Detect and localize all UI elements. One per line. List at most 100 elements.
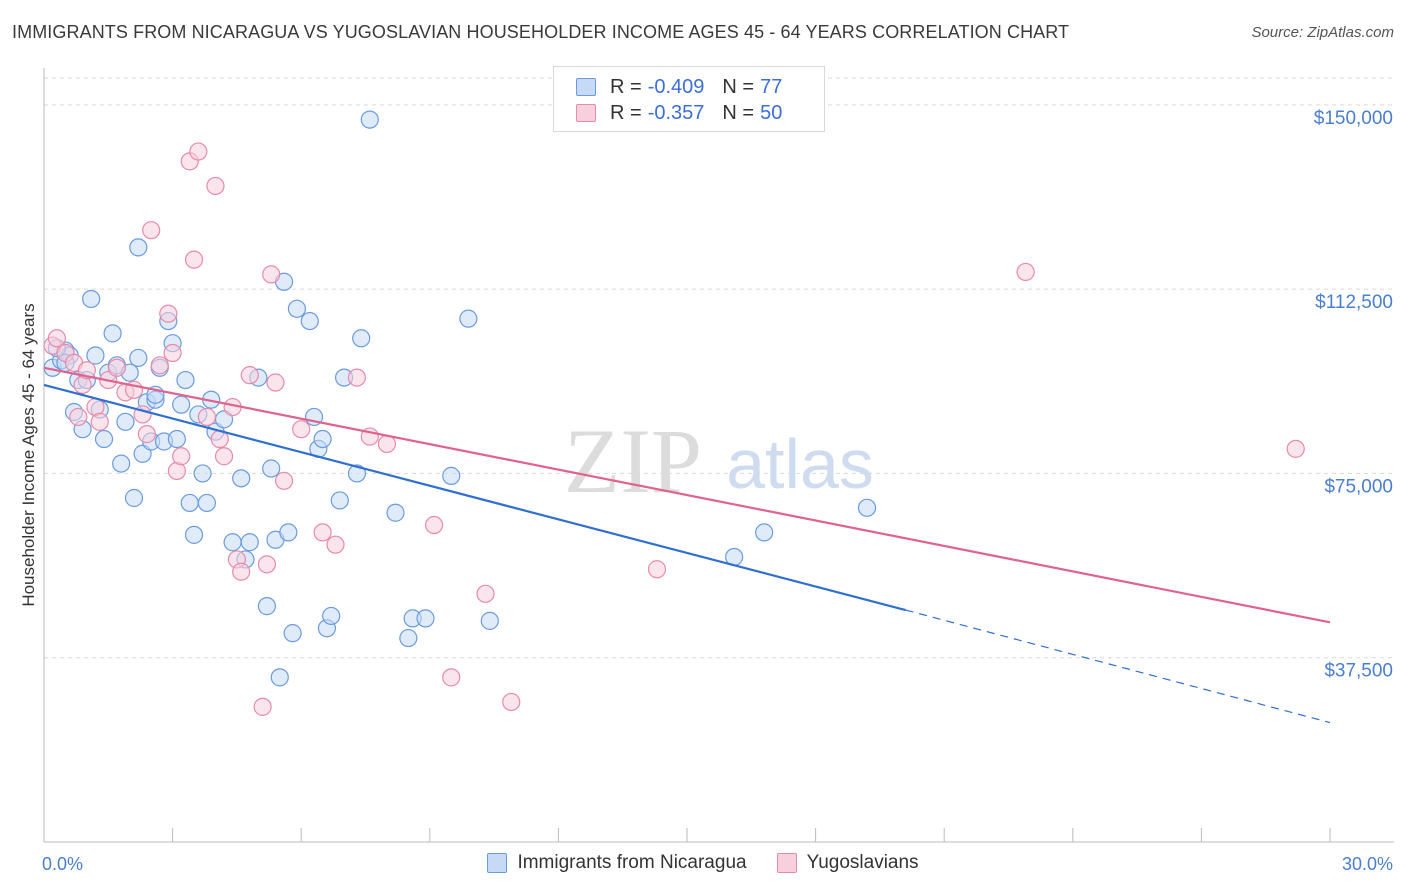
point-yugoslavian [313,523,332,542]
point-nicaragua [129,238,148,257]
point-yugoslavian [253,697,272,716]
trend-line-nicaragua-extension [905,609,1331,724]
trend-line-nicaragua [43,383,906,612]
chart-title: IMMIGRANTS FROM NICARAGUA VS YUGOSLAVIAN… [12,22,1070,42]
point-nicaragua [459,309,478,328]
point-nicaragua [232,469,251,488]
point-nicaragua [129,348,148,368]
legend-swatch-yugoslavian [576,104,596,122]
axes [43,68,1394,843]
point-nicaragua [240,533,259,552]
series-nicaragua-points [43,110,877,687]
point-nicaragua [755,523,774,542]
point-nicaragua [416,609,435,628]
point-nicaragua [124,488,144,508]
point-yugoslavian [197,407,216,427]
y-tick-label: $37,500 [1324,661,1393,682]
point-yugoslavian [1016,262,1035,282]
point-yugoslavian [377,434,397,454]
y-tick-label: $112,500 [1315,292,1393,313]
point-nicaragua [857,498,877,517]
legend-row-yugoslavian: R = -0.357 N = 50 [576,101,782,125]
point-nicaragua [193,464,212,483]
point-yugoslavian [476,584,495,603]
point-nicaragua [287,299,307,318]
stats-legend: R = -0.409 N = 77 R = -0.357 N = 50 [553,66,825,132]
point-yugoslavian [159,304,178,323]
point-nicaragua [352,329,371,348]
legend-n-label: N = [722,101,755,124]
watermark-zip: ZIP [564,410,702,512]
legend-label-yugoslavian: Yugoslavians [806,852,919,873]
legend-r-label: R = [610,101,642,124]
point-nicaragua [257,597,277,616]
point-nicaragua [133,444,152,463]
watermark: ZIP atlas [564,410,874,512]
series-yugoslavian-points [43,142,1305,716]
legend-n-value: 77 [760,75,783,98]
y-tick-label: $75,000 [1324,476,1393,497]
legend-item-nicaragua: Immigrants from Nicaragua [487,852,747,874]
point-nicaragua [330,491,349,510]
point-nicaragua [262,459,281,478]
point-nicaragua [322,606,341,626]
point-yugoslavian [274,471,294,490]
point-yugoslavian [214,447,234,466]
point-yugoslavian [232,562,251,581]
point-nicaragua [116,412,135,431]
trend-line-yugoslavian [43,366,1331,624]
point-nicaragua [197,493,216,513]
point-yugoslavian [107,358,126,377]
point-yugoslavian [424,515,444,535]
trend-lines [43,366,1331,724]
point-nicaragua [399,628,418,648]
point-yugoslavian [442,668,461,687]
point-yugoslavian [206,176,225,196]
y-axis-label: Householder Income Ages 45 - 64 years [19,303,38,606]
legend-r-label: R = [610,75,642,98]
legend-label-nicaragua: Immigrants from Nicaragua [517,852,747,873]
point-yugoslavian [47,329,66,348]
series-legend: Immigrants from Nicaragua Yugoslavians [0,852,1406,874]
point-nicaragua [313,429,332,449]
point-yugoslavian [347,368,367,387]
point-nicaragua [386,503,405,522]
point-nicaragua [480,611,499,630]
point-nicaragua [300,311,319,331]
point-yugoslavian [69,407,88,427]
legend-n-label: N = [722,75,755,98]
point-yugoslavian [1286,439,1305,458]
y-tick-labels: $37,500 $75,000 $112,500 $150,000 [1314,108,1393,682]
legend-swatch-yugoslavian [776,853,797,873]
point-nicaragua [184,525,204,544]
point-yugoslavian [90,412,109,431]
point-yugoslavian [262,265,281,284]
point-nicaragua [283,624,302,643]
point-nicaragua [442,466,461,485]
point-yugoslavian [189,142,208,161]
point-yugoslavian [647,560,667,579]
x-tick-labels: 0.0% 30.0% [42,854,1393,874]
x-tick-label: 30.0% [1342,854,1393,874]
legend-swatch-nicaragua [487,853,508,873]
source-label: Source: ZipAtlas.com [1251,24,1394,41]
point-nicaragua [94,429,114,449]
legend-swatch-nicaragua [576,78,596,96]
point-nicaragua [172,395,191,414]
point-yugoslavian [142,221,161,240]
point-nicaragua [86,346,105,365]
legend-r-value: -0.409 [647,75,705,98]
point-nicaragua [270,668,289,687]
point-nicaragua [167,429,186,449]
point-nicaragua [279,523,298,542]
point-yugoslavian [502,692,521,712]
watermark-atlas: atlas [726,425,874,503]
point-yugoslavian [292,420,311,439]
legend-r-value: -0.357 [647,101,705,124]
point-nicaragua [176,370,195,390]
point-yugoslavian [257,555,277,574]
point-yugoslavian [137,425,156,444]
point-nicaragua [180,493,199,513]
point-yugoslavian [172,447,191,466]
